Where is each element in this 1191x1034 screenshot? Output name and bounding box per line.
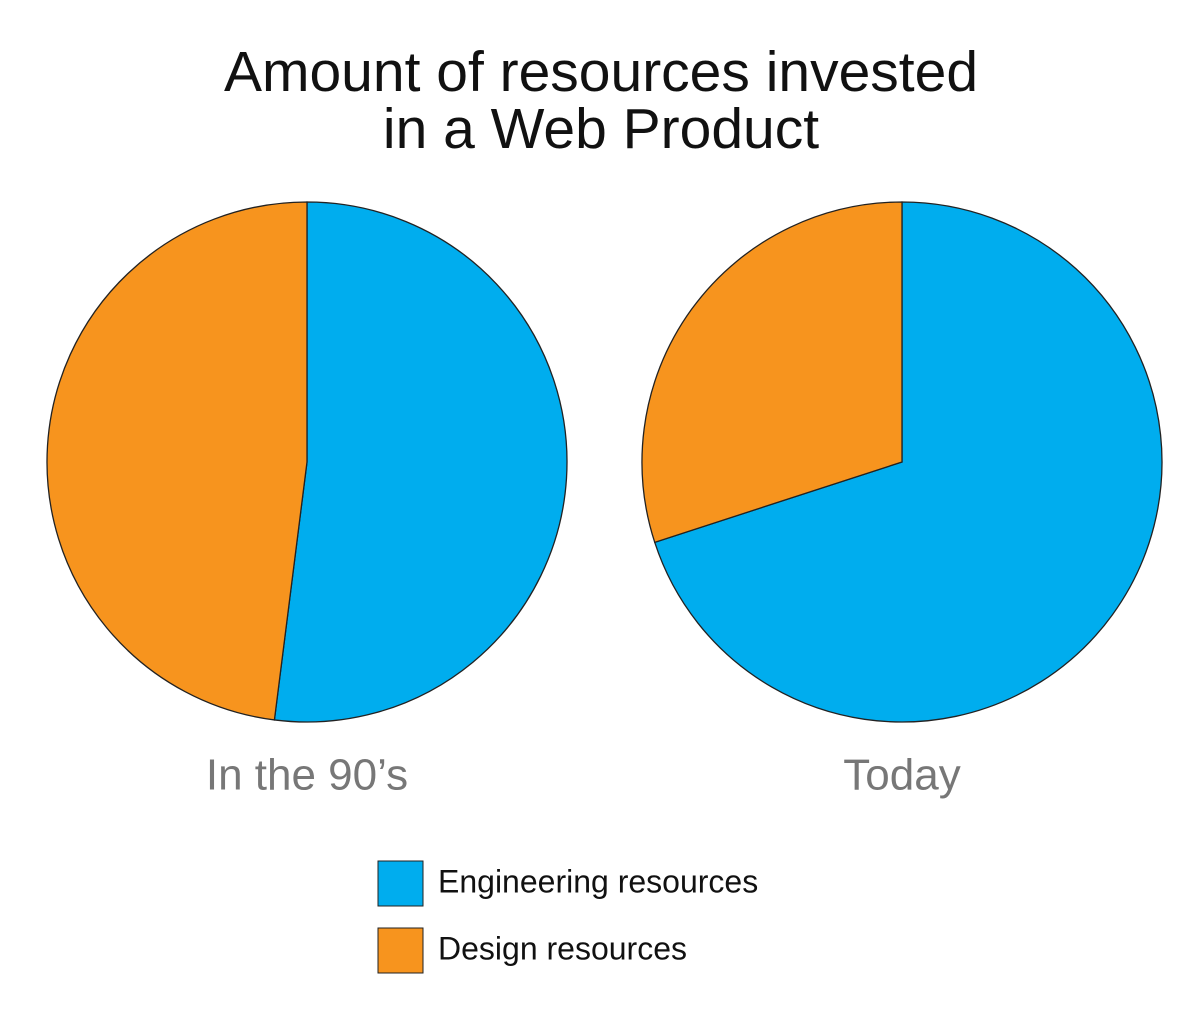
pie-label: Today [843,751,960,800]
chart-title: Amount of resources invested [224,40,978,104]
legend-label: Design resources [438,930,687,966]
pie-slice [653,201,1163,723]
legend-swatch [377,927,424,974]
pie-slice [641,201,903,544]
legend-swatch [377,860,424,907]
chart-title: in a Web Product [383,97,819,161]
pie-label: In the 90’s [206,751,408,800]
pie-slice [46,201,308,721]
legend-label: Engineering resources [438,863,758,899]
pie-slice [273,201,568,723]
